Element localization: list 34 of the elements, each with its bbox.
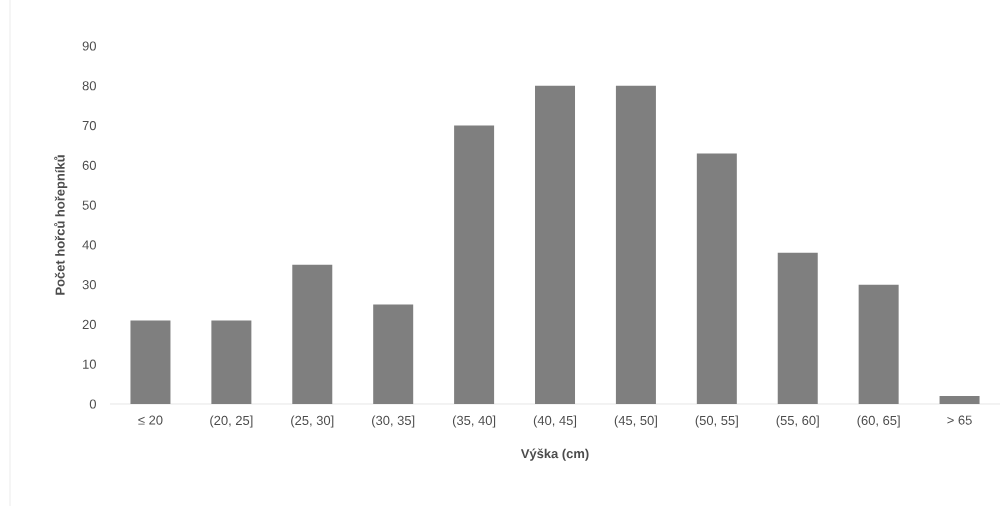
x-tick-label: (60, 65] (857, 415, 900, 428)
x-tick-label: (20, 25] (210, 415, 253, 428)
bar (696, 153, 737, 404)
x-tick-label: (35, 40] (452, 415, 496, 428)
bar (858, 284, 899, 404)
x-axis-title: Výška (cm) (520, 448, 589, 461)
y-tick-label: 70 (82, 120, 96, 131)
bar (454, 125, 495, 404)
bar (292, 264, 333, 404)
x-tick-label: (45, 50] (614, 415, 657, 428)
y-tick-label: 40 (82, 240, 96, 250)
y-tick-label: 80 (82, 81, 96, 91)
bar (373, 304, 414, 404)
x-tick-label: ≤ 20 (138, 415, 163, 425)
bar (535, 85, 576, 404)
x-tick-label: (25, 30] (291, 415, 334, 428)
y-tick-label: 90 (82, 41, 96, 51)
y-tick-label: 60 (82, 160, 96, 170)
bar (777, 252, 818, 404)
bar (939, 396, 980, 404)
x-tick-label: > 65 (947, 415, 972, 425)
y-tick-label: 10 (83, 359, 96, 369)
x-tick-label: (30, 35] (372, 415, 415, 428)
y-tick-label: 50 (82, 200, 96, 210)
y-tick-label: 30 (82, 280, 96, 290)
y-tick-label: 0 (89, 399, 96, 409)
x-tick-label: (40, 45] (533, 415, 577, 428)
y-axis-title: Počet hořců hořepníků (54, 155, 68, 295)
x-tick-label: (55, 60] (776, 415, 819, 428)
x-tick-label: (50, 55] (695, 415, 738, 428)
bar (211, 320, 252, 404)
bar (615, 85, 656, 404)
bar (130, 320, 171, 404)
y-tick-label: 20 (82, 319, 96, 330)
